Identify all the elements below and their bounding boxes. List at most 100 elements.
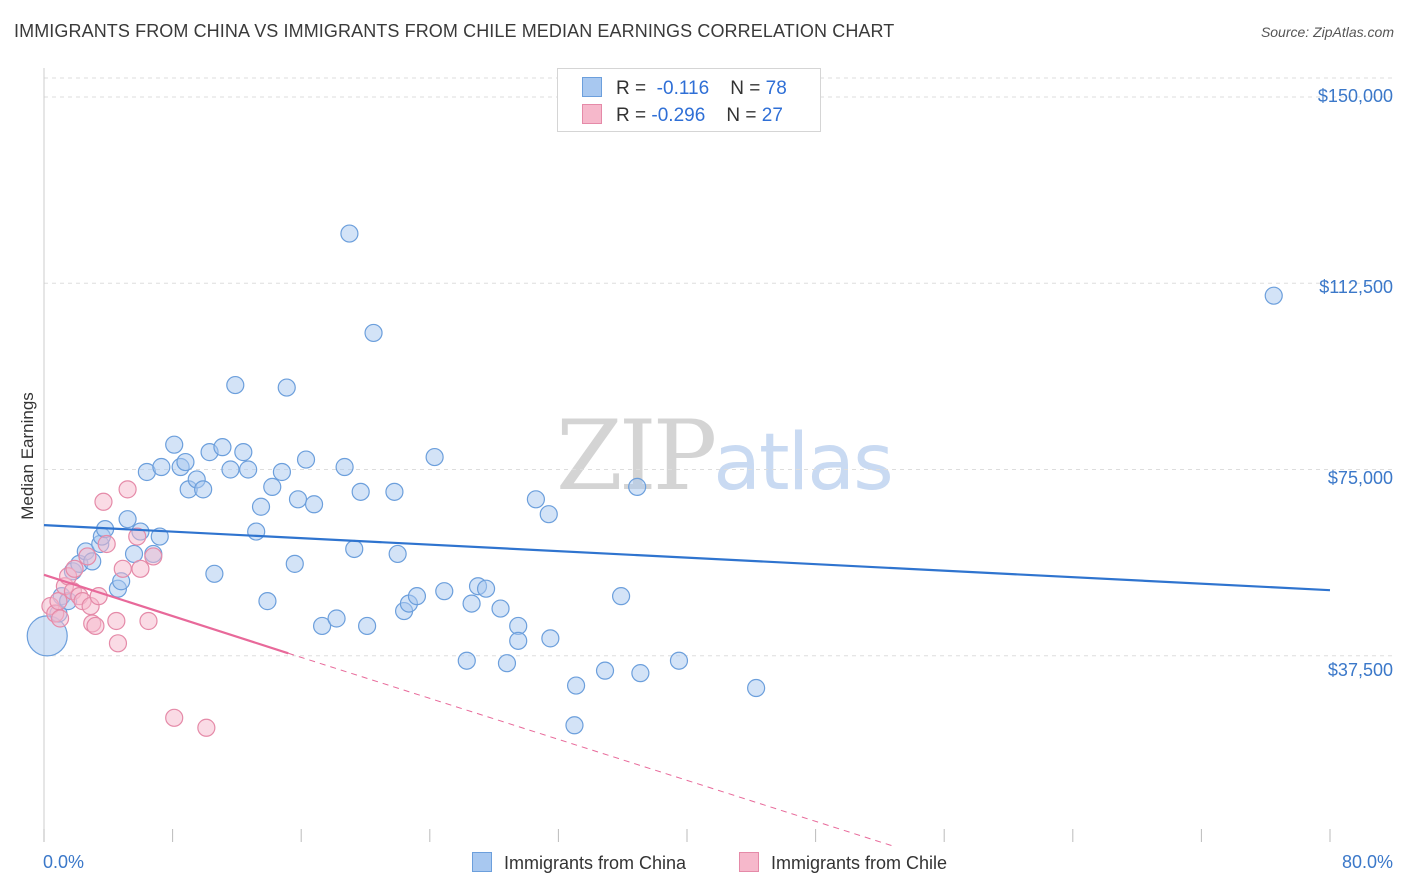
y-tick-label-112500: $112,500 (1319, 277, 1393, 297)
series-legend-china: Immigrants from China (472, 852, 686, 874)
x-tick-label-min: 0.0% (43, 852, 85, 872)
china-point (312, 616, 332, 636)
chile-trend-line (43, 573, 289, 655)
china-point (285, 554, 304, 573)
china-point (277, 378, 296, 397)
china-point (669, 651, 689, 670)
china-point (272, 462, 292, 482)
china-point (118, 510, 137, 529)
china-point (611, 587, 631, 606)
china-point (263, 477, 282, 496)
china-point (407, 587, 427, 606)
china-point (351, 482, 370, 501)
chile-point (50, 609, 70, 628)
y-axis-label: Median Earnings (18, 392, 37, 520)
china-point (335, 457, 354, 477)
chile-trend-extension (288, 652, 897, 848)
china-point (340, 224, 359, 243)
china-point (226, 375, 245, 395)
legend-chile-n-label: N = (726, 105, 757, 126)
china-point (595, 661, 615, 680)
chile-point (108, 634, 128, 653)
chile-point (107, 611, 126, 631)
legend-china-r-value: -0.116 (656, 78, 710, 99)
chile-point (94, 492, 113, 511)
china-point (541, 629, 560, 648)
watermark-atlas: atlas (713, 418, 893, 508)
series-swatch-china (472, 852, 492, 872)
china-point (425, 447, 444, 467)
china-point (385, 482, 404, 501)
chart-title: IMMIGRANTS FROM CHINA VS IMMIGRANTS FROM… (14, 21, 895, 41)
china-point (491, 599, 510, 618)
china-point (462, 594, 481, 613)
china-point (539, 505, 558, 524)
y-tick-label-37500: $37,500 (1327, 660, 1393, 680)
series-swatch-chile (739, 852, 759, 872)
correlation-legend: R = -0.116 N = 78 R = -0.296 N = 27 (557, 68, 821, 132)
china-point (526, 490, 545, 509)
legend-chile-r-value: -0.296 (651, 105, 706, 126)
chile-point (139, 611, 158, 631)
chile-point (97, 534, 116, 554)
chile-point (86, 616, 105, 636)
china-point (566, 676, 586, 695)
china-point (296, 450, 316, 469)
china-point (239, 460, 258, 479)
china-point (457, 651, 476, 670)
legend-swatch-china (582, 77, 602, 97)
y-tick-label-75000: $75,000 (1327, 468, 1393, 488)
china-point (165, 435, 184, 454)
chile-point (128, 527, 147, 546)
china-point (234, 443, 253, 462)
china-point (435, 582, 454, 601)
china-point (358, 616, 377, 636)
chile-point (144, 547, 163, 566)
legend-china-n-value: 78 (765, 78, 787, 99)
china-point (628, 477, 647, 496)
china-point (221, 460, 240, 479)
legend-chile-r-label: R = (616, 105, 647, 126)
china-point (258, 592, 277, 611)
y-tick-label-150000: $150,000 (1317, 86, 1393, 106)
x-tick-label-max: 80.0% (1341, 852, 1393, 872)
china-point (288, 490, 308, 509)
chile-point (65, 559, 84, 578)
china-point (631, 664, 650, 683)
china-point (497, 654, 517, 673)
china-point (364, 323, 383, 343)
chile-point (118, 480, 137, 499)
china-point (247, 522, 266, 541)
legend-row-china: R = -0.116 N = 78 (582, 77, 787, 100)
chile-point (131, 559, 150, 578)
legend-china-r-label: R = (616, 78, 647, 99)
china-point (747, 678, 766, 698)
chile-point (113, 559, 132, 578)
chile-point (165, 708, 184, 727)
china-point (476, 579, 496, 598)
chile-point (197, 718, 216, 737)
china-point (150, 527, 169, 546)
series-label-chile: Immigrants from Chile (771, 853, 948, 873)
legend-china-n-label: N = (730, 78, 761, 99)
legend-row-chile: R = -0.296 N = 27 (582, 104, 783, 127)
china-point (509, 631, 528, 650)
china-point (327, 609, 346, 628)
china-point (251, 497, 271, 516)
chile-point (78, 547, 97, 566)
china-point (176, 452, 195, 472)
china-trend-line (43, 524, 1331, 592)
china-point (1264, 286, 1283, 305)
legend-chile-n-value: 27 (761, 105, 783, 126)
china-point (152, 457, 171, 477)
china-point (194, 480, 213, 499)
china-point (565, 716, 584, 735)
china-point (205, 564, 224, 583)
china-point (213, 438, 232, 457)
series-label-china: Immigrants from China (504, 853, 687, 873)
legend-swatch-chile (582, 104, 602, 124)
china-point (388, 544, 407, 564)
china-point (304, 495, 324, 514)
series-legend-chile: Immigrants from Chile (739, 852, 947, 874)
